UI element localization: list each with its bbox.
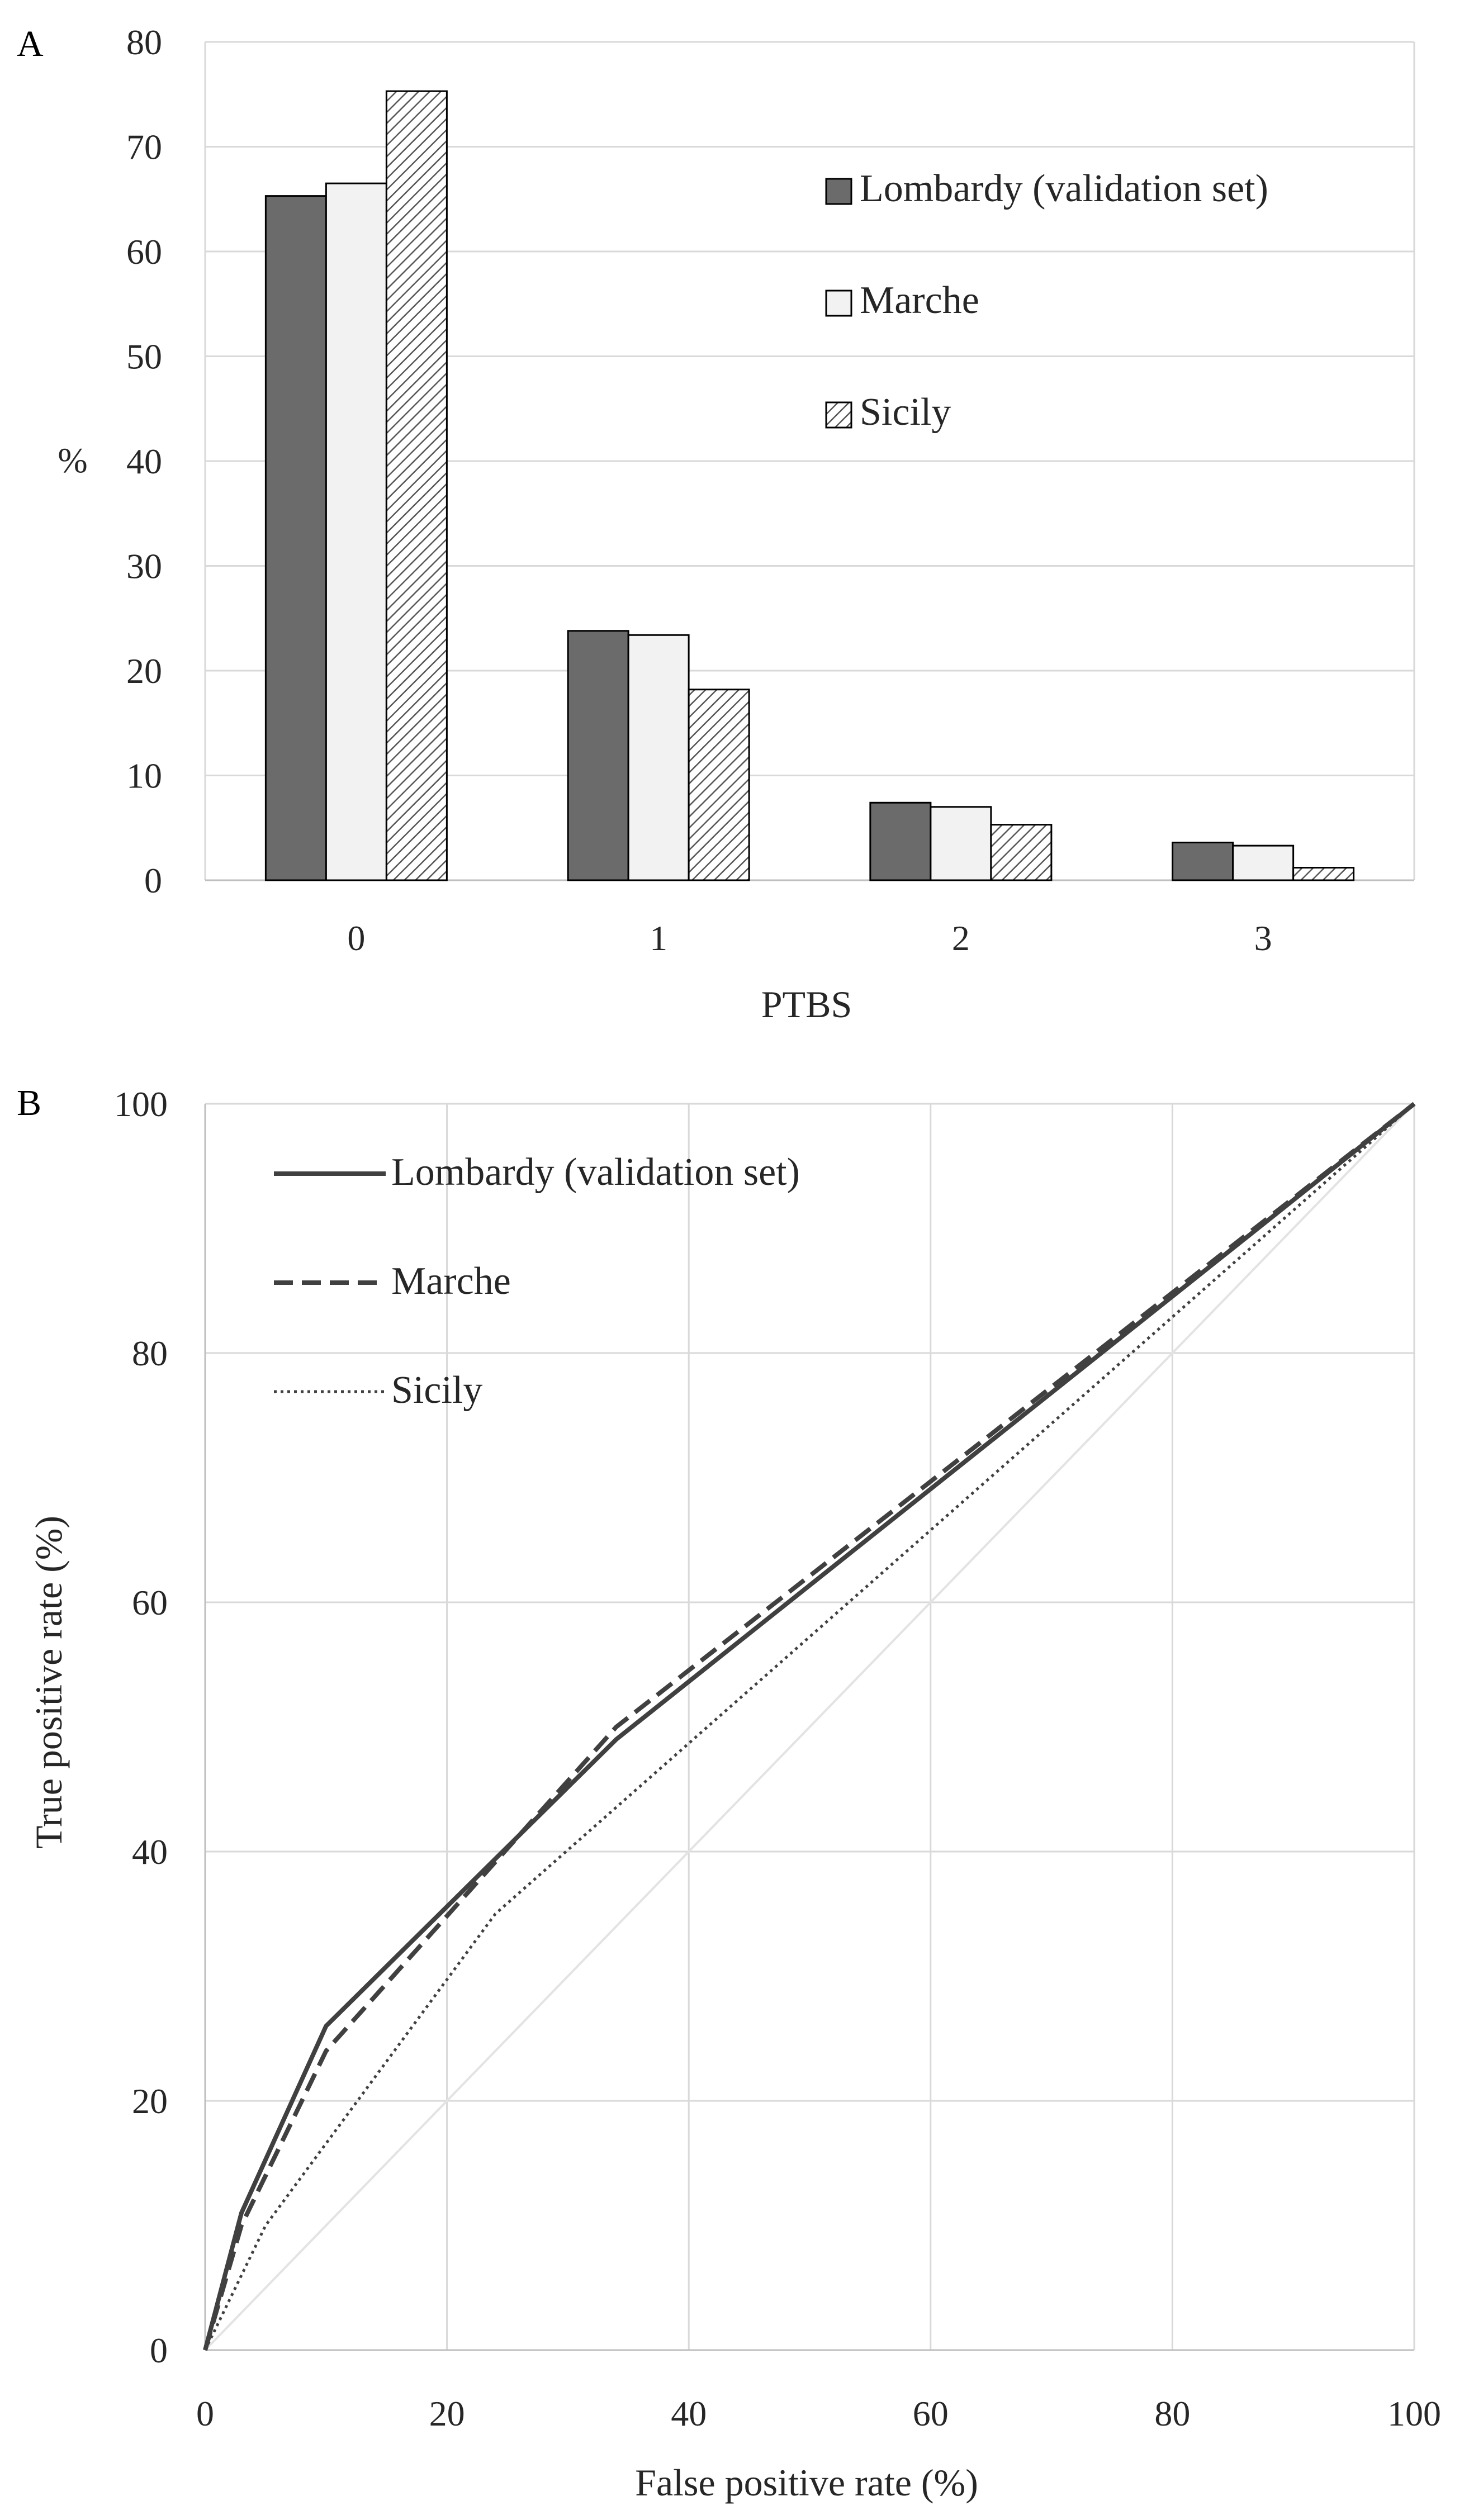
x-tick-label: 40 (671, 2394, 707, 2433)
y-tick-label: 10 (126, 756, 162, 796)
bar (567, 630, 629, 881)
bar (1172, 842, 1234, 881)
legend-label: Sicily (860, 391, 951, 434)
x-tick-label: 60 (913, 2394, 949, 2433)
bar-chart-x-label: PTBS (761, 983, 852, 1026)
bar (264, 195, 327, 881)
bar-chart-panel: A 0 10 20 30 40 50 60 70 80 0 1 2 3 % PTBS Lombardy… (17, 22, 1415, 1026)
x-tick-label: 1 (650, 918, 667, 958)
panel-label-a: A (17, 23, 44, 64)
y-tick-label: 50 (126, 337, 162, 377)
legend-label: Lombardy (validation set) (391, 1151, 800, 1194)
roc-chart-panel: B 0 20 40 60 80 100 0 20 40 60 80 100 True positiv… (17, 1083, 1441, 2504)
bar (869, 801, 932, 881)
roc-chart-lines (203, 1102, 1416, 2351)
legend-swatch (825, 290, 852, 317)
y-tick-label: 60 (126, 232, 162, 272)
reference-line (204, 1103, 1415, 2351)
y-tick-label: 40 (132, 1832, 168, 1872)
bar-chart-bars (264, 90, 1355, 881)
bar (688, 689, 750, 881)
y-tick-label: 60 (132, 1583, 168, 1622)
legend-label: Sicily (391, 1369, 482, 1412)
legend-swatch (825, 178, 852, 205)
y-tick-label: 100 (114, 1084, 168, 1124)
y-tick-label: 0 (150, 2331, 168, 2370)
series-line (203, 1102, 1416, 2351)
roc-chart-gridlines (204, 1103, 1415, 2351)
series-line (203, 1103, 1415, 2351)
roc-chart-y-label: True positive rate (%) (27, 1516, 70, 1849)
x-tick-label: 2 (952, 918, 970, 958)
y-tick-label: 20 (132, 2081, 168, 2121)
legend-label: Marche (391, 1260, 511, 1303)
panel-label-b: B (17, 1083, 41, 1123)
x-tick-label: 20 (429, 2394, 465, 2433)
bar-chart-y-label: % (58, 440, 87, 480)
x-tick-label: 100 (1387, 2394, 1441, 2433)
legend-label: Lombardy (validation set) (860, 167, 1268, 210)
y-tick-label: 30 (126, 547, 162, 586)
roc-chart-y-ticks: 0 20 40 60 80 100 (114, 1084, 168, 2370)
bar (1232, 844, 1295, 881)
legend-label: Marche (860, 279, 979, 322)
x-tick-label: 80 (1154, 2394, 1190, 2433)
roc-chart-x-label: False positive rate (%) (635, 2461, 978, 2504)
x-tick-label: 0 (196, 2394, 214, 2433)
bar (1292, 867, 1355, 881)
roc-reference-diagonal (204, 1103, 1415, 2351)
bar-chart-y-ticks: 0 10 20 30 40 50 60 70 80 (126, 22, 162, 900)
bar (930, 806, 992, 881)
bar (385, 90, 448, 881)
y-tick-label: 20 (126, 651, 162, 691)
y-tick-label: 70 (126, 127, 162, 167)
roc-chart-x-ticks: 0 20 40 60 80 100 (196, 2394, 1441, 2433)
bar-chart-x-ticks: 0 1 2 3 (347, 918, 1272, 958)
bar (325, 182, 387, 881)
legend-swatch (825, 401, 852, 429)
y-tick-label: 40 (126, 442, 162, 481)
y-tick-label: 80 (126, 22, 162, 62)
bar (990, 824, 1053, 881)
bar-chart-legend: Lombardy (validation set) Marche Sicily (825, 167, 1268, 434)
x-tick-label: 0 (347, 918, 365, 958)
y-tick-label: 0 (144, 861, 162, 900)
x-tick-label: 3 (1254, 918, 1272, 958)
bar (627, 634, 690, 881)
roc-chart-legend: Lombardy (validation set) Marche Sicily (274, 1151, 800, 1412)
y-tick-label: 80 (132, 1333, 168, 1373)
series-line (203, 1102, 1416, 2351)
